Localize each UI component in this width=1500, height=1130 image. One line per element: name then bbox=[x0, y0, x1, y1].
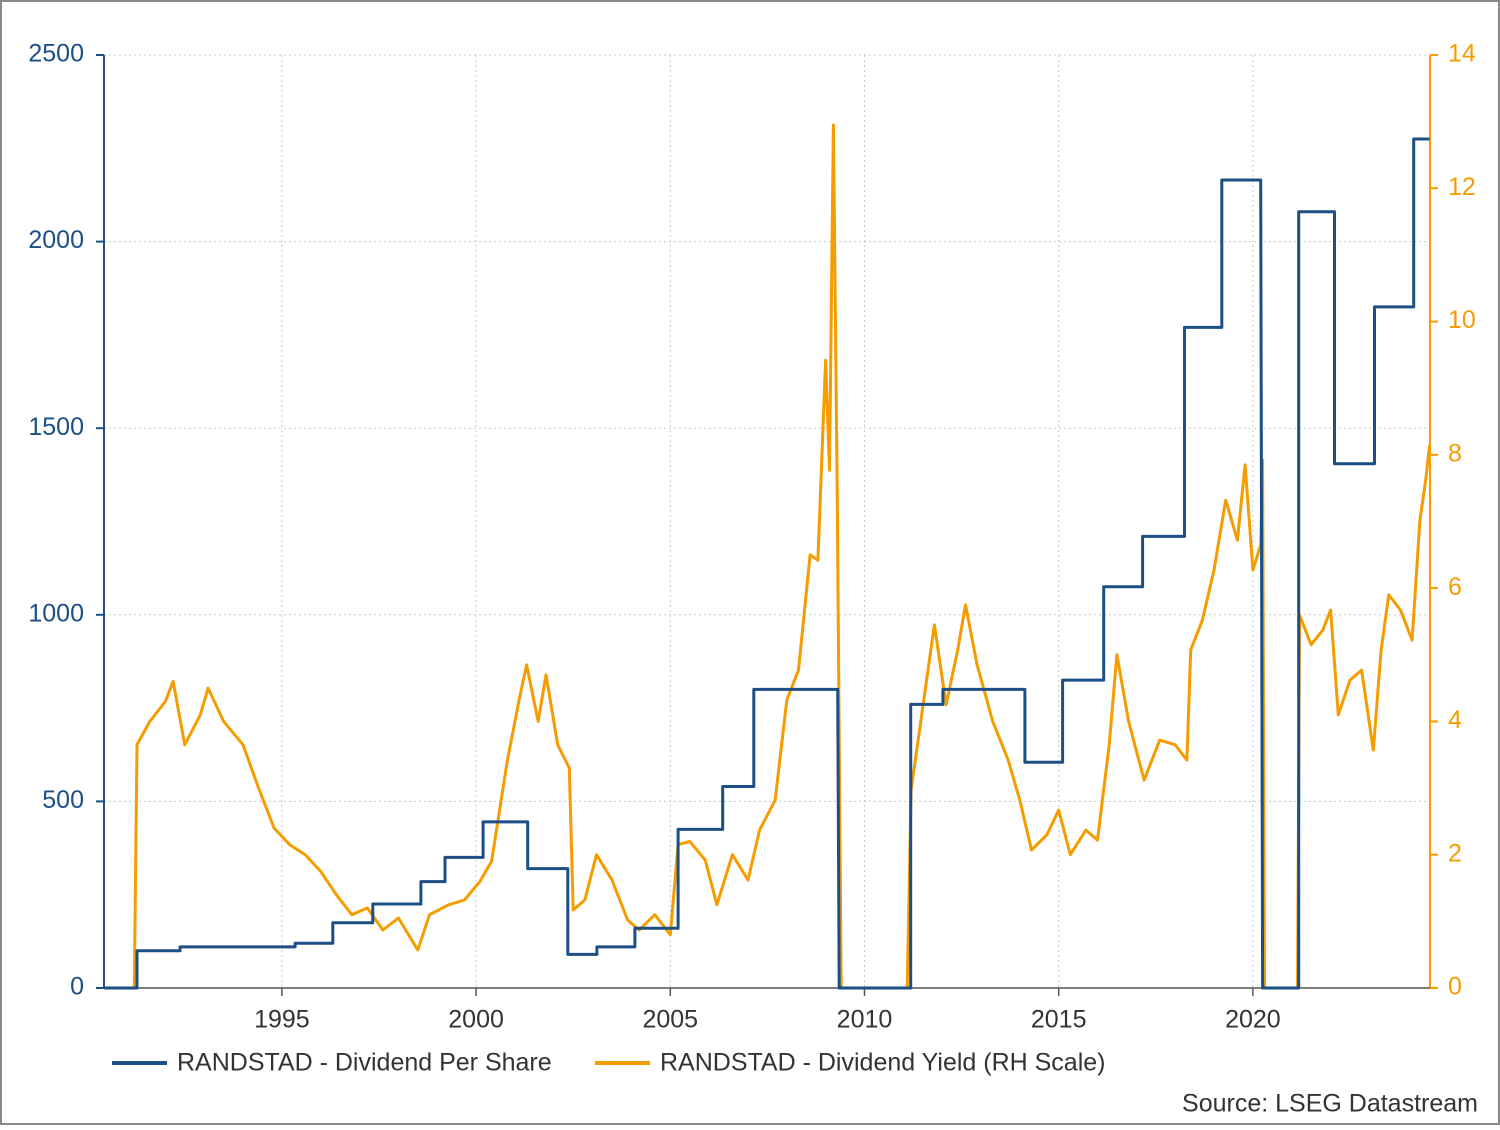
y2-tick-label: 10 bbox=[1448, 306, 1476, 334]
x-tick-label: 2010 bbox=[837, 1006, 893, 1034]
y-tick-label: 2500 bbox=[28, 40, 84, 68]
y2-tick-label: 8 bbox=[1448, 439, 1462, 467]
y-tick-label: 0 bbox=[70, 973, 84, 1001]
y2-tick-label: 4 bbox=[1448, 706, 1462, 734]
x-tick-label: 2015 bbox=[1031, 1006, 1087, 1034]
y-tick-label: 1500 bbox=[28, 413, 84, 441]
x-tick-label: 2005 bbox=[642, 1006, 698, 1034]
x-tick-label: 2020 bbox=[1225, 1006, 1281, 1034]
y2-tick-label: 2 bbox=[1448, 839, 1462, 867]
legend-label: RANDSTAD - Dividend Per Share bbox=[177, 1049, 552, 1077]
y-tick-label: 1000 bbox=[28, 599, 84, 627]
data-line bbox=[104, 137, 1430, 990]
y-tick-label: 500 bbox=[42, 786, 84, 814]
x-tick-label: 1995 bbox=[254, 1006, 310, 1034]
legend-label: RANDSTAD - Dividend Yield (RH Scale) bbox=[660, 1049, 1106, 1077]
y2-tick-label: 0 bbox=[1448, 973, 1462, 1001]
y2-tick-label: 6 bbox=[1448, 573, 1462, 601]
y2-tick-label: 12 bbox=[1448, 173, 1476, 201]
x-tick-label: 2000 bbox=[448, 1006, 504, 1034]
y2-tick-label: 14 bbox=[1448, 40, 1476, 68]
source-note: Source: LSEG Datastream bbox=[1182, 1090, 1478, 1118]
y-tick-label: 2000 bbox=[28, 226, 84, 254]
